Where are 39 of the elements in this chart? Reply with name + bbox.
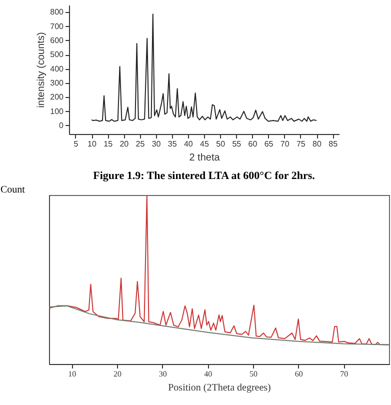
x-tick-label: 25 [136, 140, 146, 148]
x-tick-label: 30 [152, 140, 162, 148]
y-tick-label: 800 [50, 8, 64, 17]
y-tick-label: 700 [50, 22, 64, 31]
y-tick-label: 100 [50, 106, 64, 116]
y-tick-label: 300 [50, 78, 64, 88]
x-axis-title: 2 theta [189, 152, 220, 164]
y-tick-label: 400 [50, 64, 64, 74]
x-tick-label: 55 [232, 140, 242, 148]
x-tick-label: 50 [250, 370, 258, 378]
x-tick-label: 10 [88, 140, 97, 148]
x-tick-label: 80 [312, 140, 322, 148]
x-axis-title: Position (2Theta degrees) [168, 382, 271, 394]
y-axis-title: Count [0, 184, 26, 196]
x-tick-label: 30 [158, 370, 167, 378]
x-tick-label: 70 [280, 140, 290, 148]
x-tick-label: 20 [120, 140, 130, 148]
x-tick-label: 45 [200, 140, 210, 148]
line-series [91, 14, 317, 122]
x-tick-label: 60 [248, 140, 258, 148]
x-tick-label: 75 [296, 140, 306, 148]
x-tick-label: 70 [340, 370, 348, 378]
x-tick-label: 50 [216, 140, 226, 148]
x-tick-label: 65 [264, 140, 274, 148]
y-axis-title: intensity (counts) [36, 32, 48, 108]
x-tick-label: 40 [184, 140, 194, 148]
caption: Figure 1.9: The sintered LTA at 600°C for 2hrs. [93, 170, 316, 182]
x-tick-label: 10 [68, 370, 76, 378]
y-tick-label: 600 [50, 36, 64, 45]
x-tick-label: 85 [328, 140, 338, 148]
y-tick-label: 500 [50, 50, 64, 60]
x-tick-label: 40 [204, 370, 212, 378]
y-tick-label: 200 [50, 92, 64, 102]
x-tick-label: 60 [294, 370, 303, 378]
y-tick-label: 0 [59, 120, 64, 130]
x-tick-label: 35 [168, 140, 178, 148]
x-tick-label: 15 [104, 140, 114, 148]
x-tick-label: 5 [74, 140, 79, 148]
x-tick-label: 20 [114, 370, 122, 378]
